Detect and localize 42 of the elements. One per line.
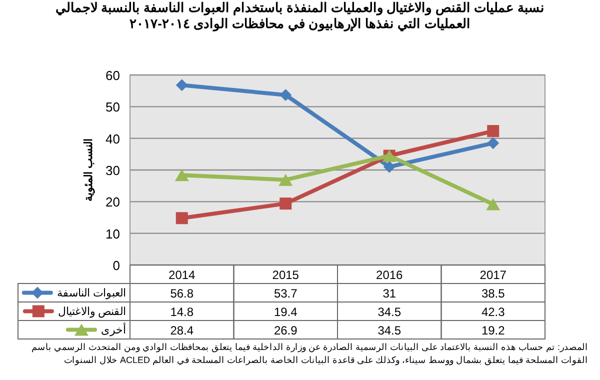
y-tick-label: 30 [106,163,120,178]
point [383,160,396,173]
y-axis-title: النسب المئوية [83,138,95,202]
y-tick-label: 40 [106,131,120,146]
point [486,198,500,210]
x-tick-label: 2015 [272,268,300,282]
data-label: 34.5 [378,324,402,338]
data-label: 42.3 [481,305,506,319]
data-label: 26.9 [274,324,298,338]
point [280,198,292,210]
x-tick-label: 2016 [376,268,404,282]
point [280,88,292,101]
point [176,79,188,92]
text: المصدر: تم حساب هذه النسبة بالاعتماد على البيانات الرسمية الصادرة عن وزارة الداخلية فيما يتعلق بمحافظات الوادي ومن المتحدث الرسمي باسم القوات المسلحة فيما يتعلق بشمال ووسط سيناء، وكذلك على قاعدة البيانات الخاصة بالصراعات المسلحة في العالم ACLED خلال السنوات [30,341,588,367]
point [487,137,500,150]
data-label: 19.2 [481,324,506,338]
point [176,212,188,224]
point [487,125,500,138]
point [278,174,293,186]
data-label: 28.4 [170,324,194,338]
data-label: 53.7 [274,286,298,300]
x-tick-label: 2014 [168,268,196,282]
legend-label: أخرى [101,322,126,336]
legend-item: العبوات الناسفة [22,286,126,300]
data-label: 31 [382,286,396,300]
y-tick-label: 50 [106,100,120,115]
legend-label: العبوات الناسفة [56,288,126,300]
point [174,169,189,182]
title: نسبة عمليات القنص والاغتيال والعمليات المنفذة باستخدام العبوات الناسفة بالنسبة لاجمالي العمليات التي نفذها الإرهابيون في محافظات الوادى ٢٠١٤-٢٠١٧ [54,0,546,32]
data-label: 19.4 [274,305,298,319]
x-tick-label: 2017 [480,268,507,282]
legend-item: أخرى [66,324,126,336]
y-tick-label: 10 [106,226,120,242]
data-label: 14.8 [170,305,194,319]
data-label: 38.5 [481,286,506,300]
y-tick-label: 60 [106,68,120,83]
legend-item: القنص والاغتيال [22,305,126,318]
y-tick-label: 20 [106,194,120,210]
data-label: 34.5 [378,305,402,319]
y-tick-label: 0 [112,258,120,273]
data-label: 56.8 [170,286,194,300]
legend-label: القنص والاغتيال [58,306,126,318]
